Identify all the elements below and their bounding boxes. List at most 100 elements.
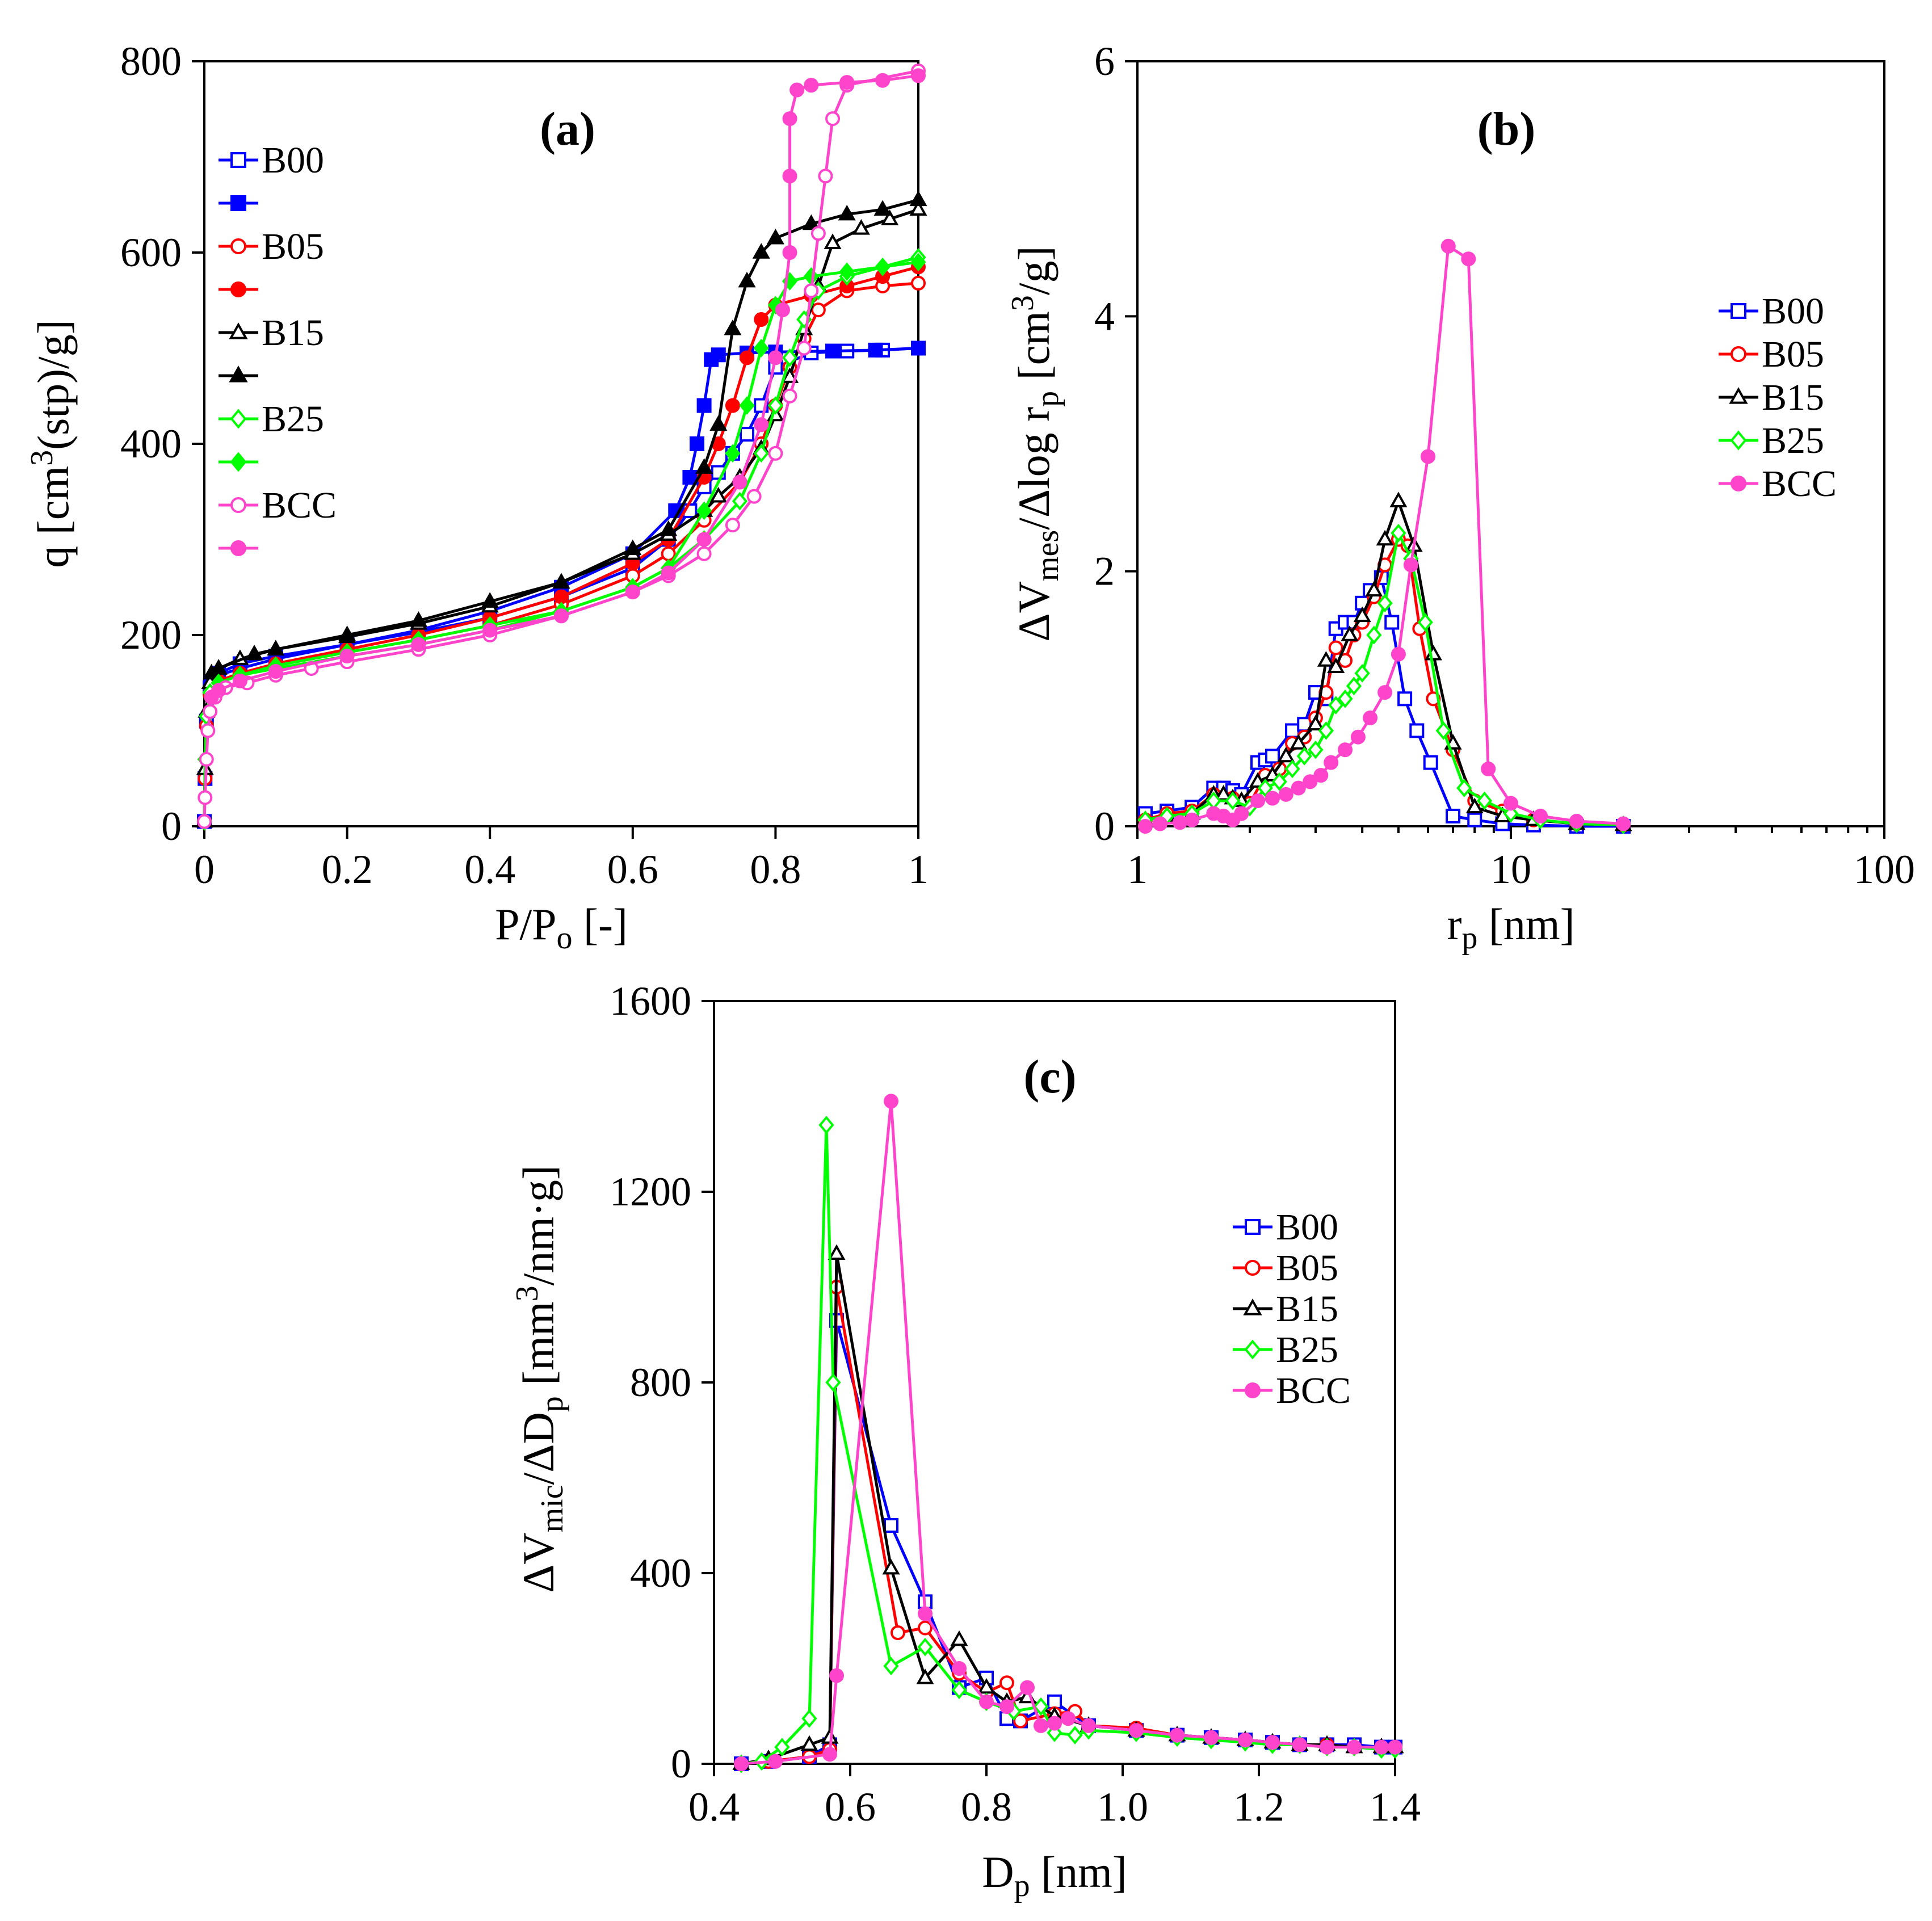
panel-c-y-tick-label: 400 (630, 1550, 691, 1596)
panel-a-data-point (911, 341, 926, 356)
panel-a-data-point (911, 68, 926, 83)
panel-b-legend-label: B00 (1762, 291, 1824, 332)
panel-a-data-point (197, 814, 212, 829)
panel-b-legend-marker (1730, 430, 1747, 451)
panel-b-data-point (1446, 809, 1461, 824)
panel-b-data-point (1377, 685, 1393, 700)
panel-c-legend-marker (1245, 1382, 1261, 1398)
panel-b-data-point (1265, 791, 1280, 806)
panel-b-data-point (1456, 779, 1472, 797)
panel-b-data-point (1257, 779, 1273, 797)
panel-c-data-point (822, 1747, 837, 1762)
panel-a-data-point (696, 532, 712, 547)
panel-a-data-point (839, 262, 855, 281)
panel-c-series-line (741, 1099, 1395, 1766)
panel-a-data-point (852, 219, 870, 235)
panel-b-y-tick-label: 6 (1094, 39, 1115, 84)
panel-b-data-point (1350, 729, 1366, 745)
panel-a-data-point (782, 169, 797, 184)
panel-b-data-point (1384, 615, 1400, 630)
panel-a-chart: (a) P/Po [-] q [cm3(stp)/g] 0 0.2 0.4 0.6 0.… (24, 39, 929, 956)
panel-c-x-tick-label: 1.0 (1097, 1784, 1148, 1830)
panel-a-data-point (481, 592, 499, 608)
panel-b-y-tick-label: 4 (1094, 293, 1115, 339)
panel-a-y-tick-label: 800 (120, 39, 182, 84)
panel-a-data-point (753, 339, 769, 358)
panel-a-data-point (818, 169, 833, 184)
panel-a-legend-marker (229, 322, 248, 339)
panel-a-data-point (482, 623, 498, 638)
panel-c-data-point (883, 1657, 899, 1676)
panel-c-legend-label: BCC (1276, 1370, 1351, 1411)
panel-a-x-tick-label: 1 (908, 847, 929, 892)
panel-a-legend-marker (230, 195, 246, 211)
panel-c-y-axis-title: ΔVmic/ΔDp [mm3/nm·g] (510, 1165, 570, 1593)
panel-c-data-point (1013, 1713, 1028, 1729)
panel-a-data-point (911, 275, 926, 291)
panel-c-data-point (818, 1116, 834, 1134)
panel-a-data-point (767, 396, 784, 415)
panel-b-series-line (1145, 531, 1624, 827)
panel-a-legend-marker (230, 238, 246, 254)
panel-b-legend-marker (1731, 476, 1746, 491)
panel-a-x-tick-label: 0.6 (607, 847, 658, 892)
panel-c-data-point (1292, 1737, 1307, 1752)
panel-a-legend-marker (229, 365, 248, 382)
panel-c-data-point (918, 1606, 933, 1621)
panel-b-y-tick-label: 2 (1094, 549, 1115, 594)
panel-a-data-point (838, 204, 856, 221)
panel-b-legend-marker (1729, 387, 1748, 404)
panel-a-y-tick-label: 200 (120, 612, 182, 658)
panel-a-x-tick-label: 0.4 (464, 847, 515, 892)
panel-b-data-point (1285, 723, 1300, 738)
panel-b-x-axis-title: rp [nm] (1447, 899, 1574, 956)
panel-b-data-point (1409, 723, 1425, 738)
panel-a-data-point (696, 501, 712, 520)
panel-a-data-point (724, 320, 742, 335)
panel-b-data-point (1271, 772, 1287, 791)
panel-c-title: (c) (1023, 1050, 1076, 1103)
panel-b-data-point (1303, 774, 1318, 789)
panel-a-data-point (732, 474, 747, 490)
panel-c-data-point (884, 1094, 898, 1109)
panel-a-data-point (411, 637, 426, 652)
panel-a-data-point (753, 444, 769, 463)
panel-b-data-point (1328, 640, 1343, 655)
panel-a-data-point (868, 342, 883, 358)
panel-a-data-point (909, 190, 927, 207)
panel-b-x-tick-label: 10 (1490, 847, 1531, 892)
panel-b-series-4 (1137, 238, 1631, 834)
panel-b-data-point (1616, 816, 1631, 831)
panel-a-data-point (554, 608, 569, 624)
panel-a-data-point (660, 520, 678, 536)
panel-a-data-point (909, 200, 927, 216)
panel-a-series-9 (204, 68, 926, 705)
panel-a-data-point (739, 396, 755, 415)
panel-a-data-point (754, 417, 769, 432)
panel-c-data-point (951, 1680, 967, 1700)
panel-a-legend-label: BCC (262, 485, 337, 526)
panel-c-y-tick-label: 1200 (610, 1169, 691, 1214)
panel-b-data-point (1389, 491, 1408, 507)
panel-b-data-point (1533, 809, 1548, 824)
panel-a-data-point (768, 445, 783, 461)
panel-a-data-point (910, 253, 926, 272)
panel-c-x-axis-title: Dp [nm] (982, 1847, 1127, 1903)
panel-c-x-tick-label: 0.6 (825, 1784, 876, 1830)
panel-b-data-point (1363, 711, 1378, 726)
panel-a-series-line (203, 281, 919, 822)
panel-c-data-point (1347, 1739, 1362, 1755)
panel-c-data-point (1047, 1716, 1062, 1731)
panel-c-data-point (768, 1754, 783, 1769)
panel-b-data-point (1346, 676, 1362, 696)
panel-b-legend-label: B15 (1762, 377, 1824, 418)
panel-b-data-point (1296, 747, 1312, 766)
panel-a-data-point (767, 296, 784, 314)
panel-c-legend-marker (1244, 1339, 1261, 1360)
panel-a-legend-marker (230, 452, 247, 472)
panel-a-data-point (690, 436, 705, 451)
panel-a-data-point (875, 73, 891, 88)
panel-b-data-point (1421, 449, 1436, 464)
panel-c-data-point (1388, 1739, 1402, 1755)
panel-a-data-point (204, 690, 219, 705)
